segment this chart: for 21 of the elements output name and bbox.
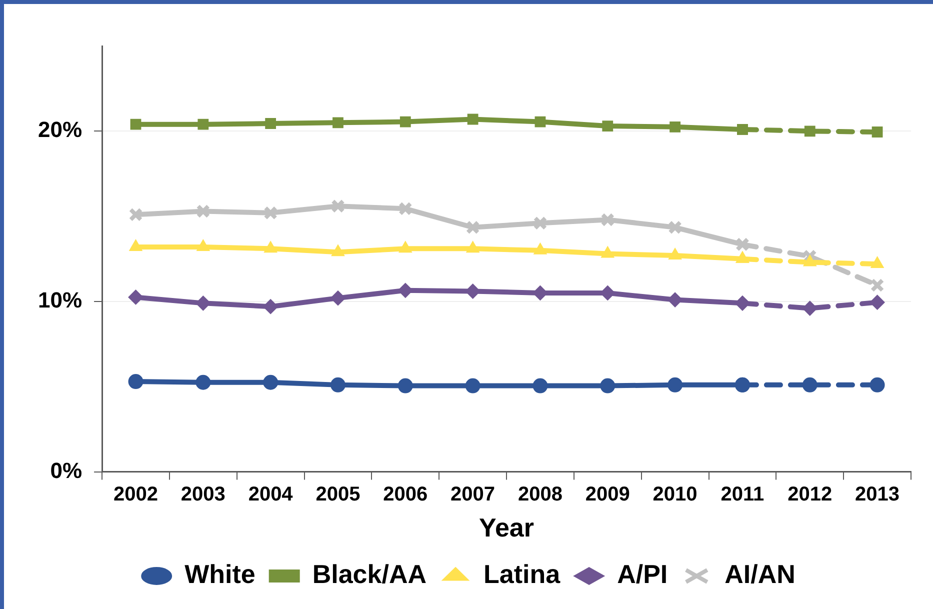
legend-label: White — [184, 559, 256, 590]
x-tick-label: 2010 — [652, 483, 698, 506]
x-axis-title: Year — [479, 512, 534, 543]
x-tick-label: 2003 — [180, 483, 226, 506]
y-tick-label: 20% — [38, 117, 82, 142]
x-tick-label: 2012 — [788, 483, 832, 506]
legend-label: Black/AA — [312, 559, 427, 590]
y-tick-label: 10% — [38, 288, 82, 313]
legend-label: A/PI — [617, 559, 668, 590]
y-tick-label: 0% — [50, 458, 82, 483]
x-tick-label: 2011 — [720, 483, 764, 506]
legend-label: AI/AN — [724, 559, 796, 590]
x-tick-label: 2013 — [855, 483, 900, 506]
x-tick-label: 2004 — [248, 483, 294, 506]
x-tick-label: 2005 — [316, 483, 360, 506]
x-tick-label: 2002 — [113, 483, 158, 506]
x-tick-label: 2009 — [585, 483, 630, 506]
legend-label: Latina — [484, 559, 561, 590]
x-tick-label: 2008 — [518, 483, 562, 506]
x-tick-label: 2007 — [450, 483, 496, 506]
x-tick-label: 2006 — [383, 483, 428, 506]
